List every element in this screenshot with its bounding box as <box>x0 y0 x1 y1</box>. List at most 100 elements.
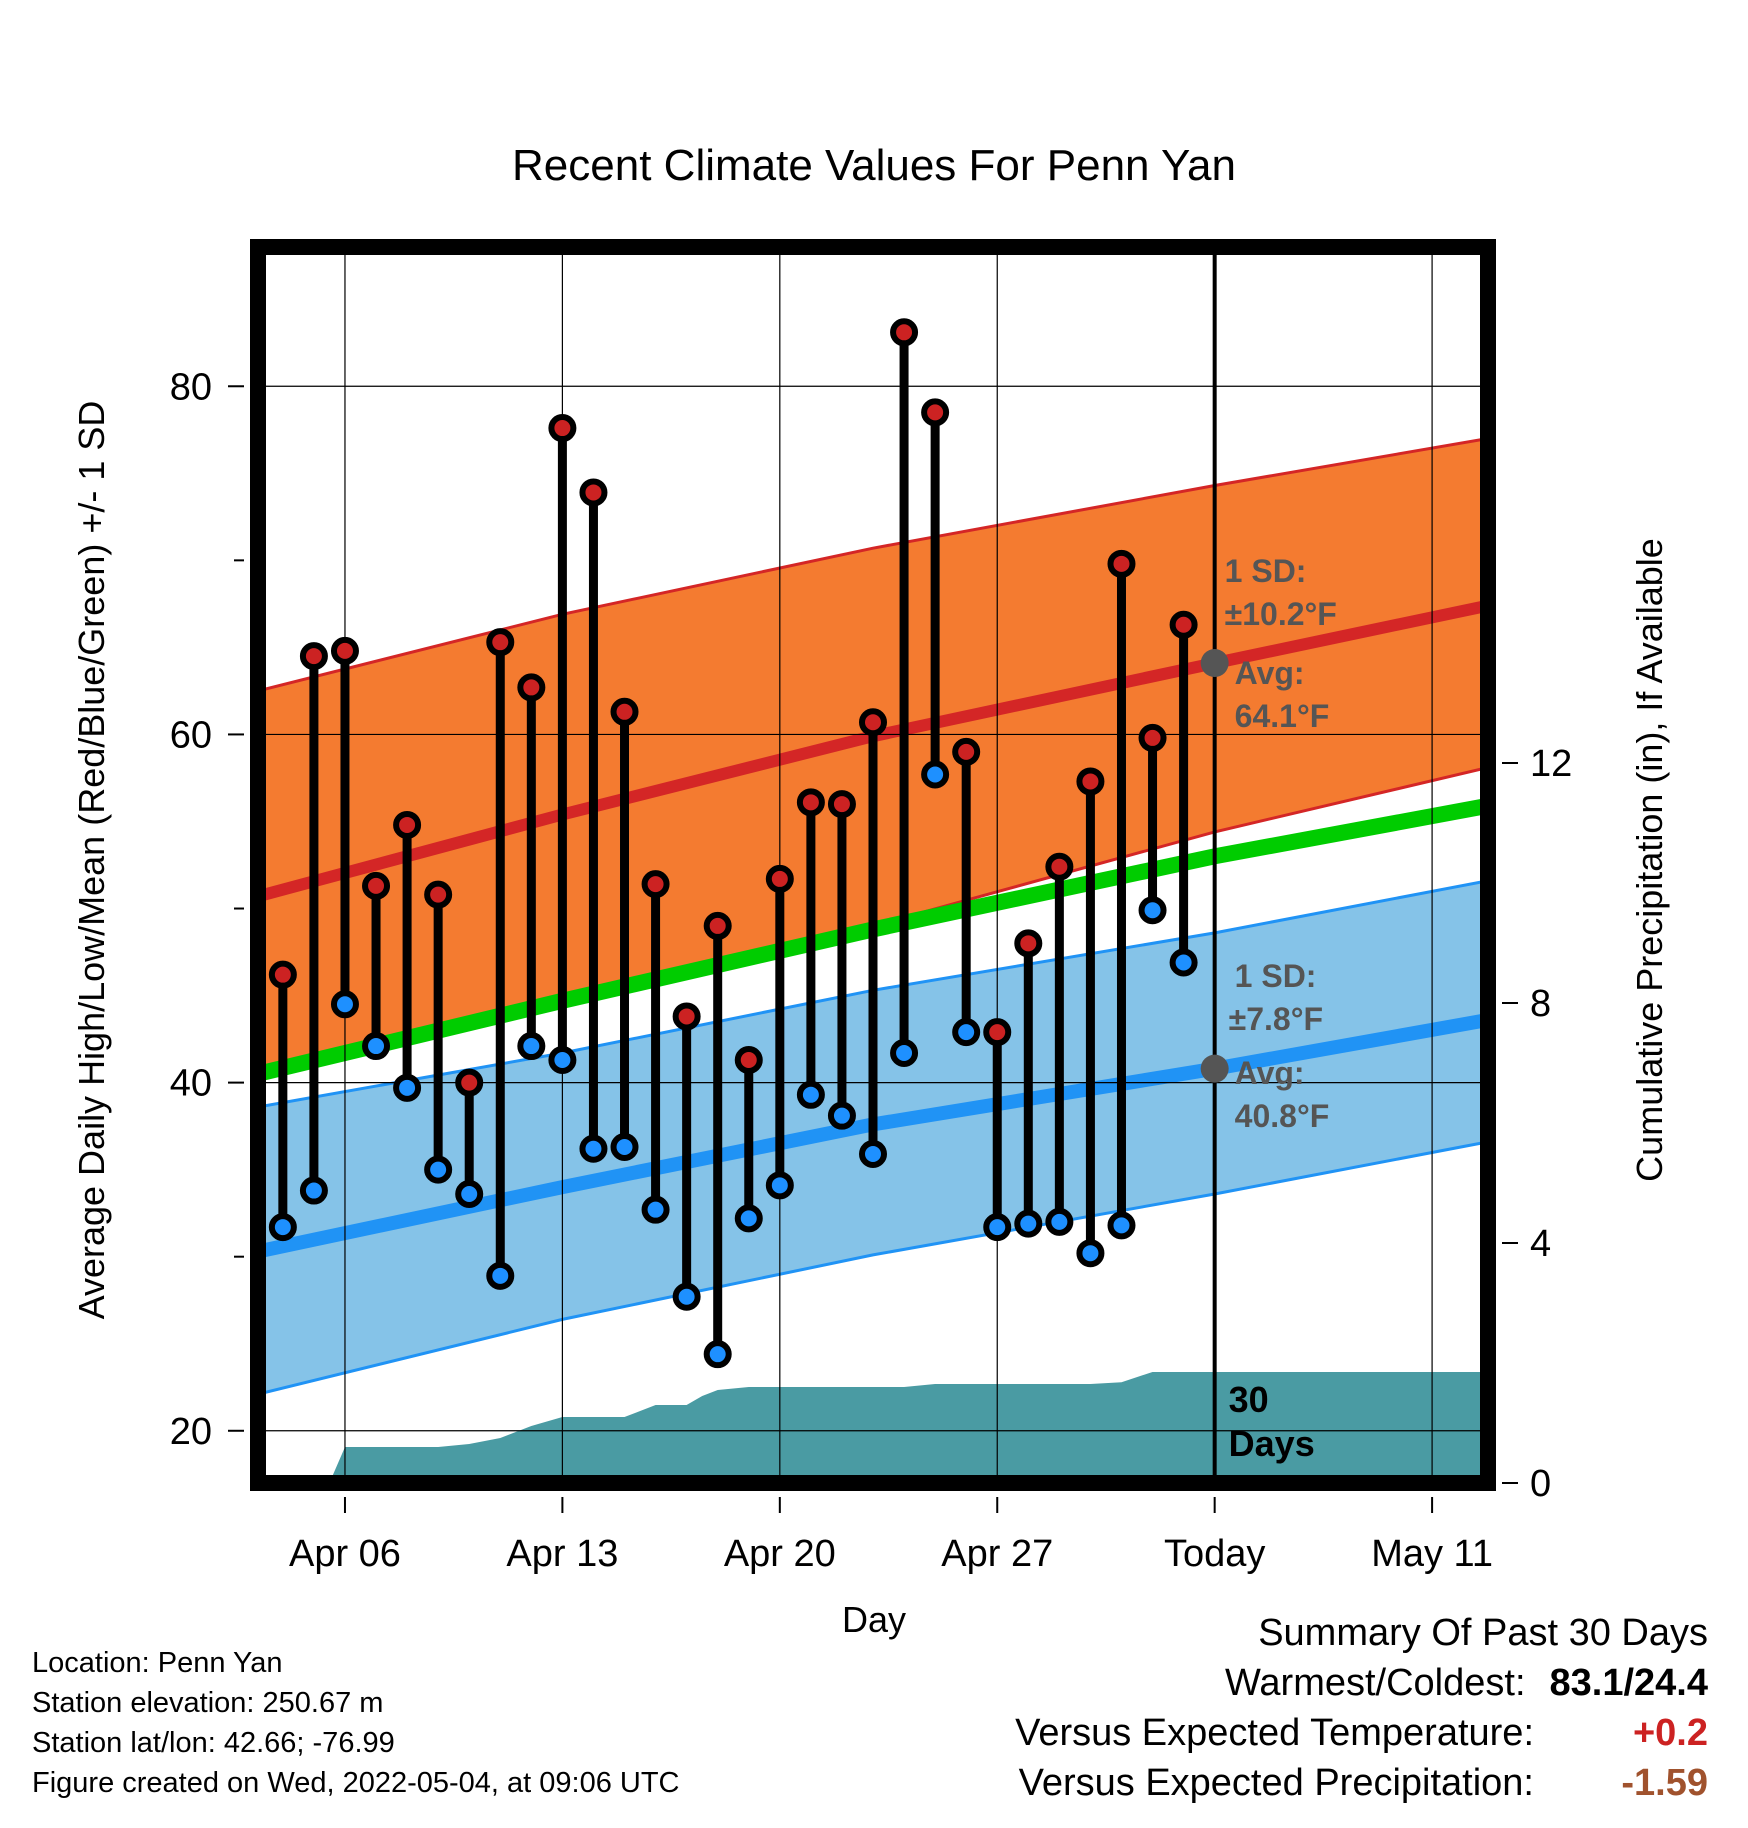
precip-value: -1.59 <box>1621 1762 1708 1804</box>
daily-high-point <box>1138 723 1167 752</box>
daily-low-point <box>890 1039 919 1068</box>
y-tick-label: 80 <box>170 366 212 408</box>
daily-low-point <box>393 1073 422 1102</box>
summary-precip-row: Versus Expected Precipitation: -1.59 <box>1015 1758 1708 1808</box>
daily-high-point <box>952 737 981 766</box>
daily-low-point <box>952 1018 981 1047</box>
daily-low-point <box>734 1204 763 1233</box>
daily-low-point <box>299 1176 328 1205</box>
daily-low-point <box>1076 1239 1105 1268</box>
daily-low-point <box>1169 948 1198 977</box>
x-tick-label: May 11 <box>1371 1533 1493 1575</box>
daily-high-point <box>983 1018 1012 1047</box>
temp-label: Versus Expected Temperature: <box>1015 1712 1534 1754</box>
daily-low-point <box>579 1134 608 1163</box>
daily-low-point <box>641 1195 670 1224</box>
y2-axis-title: Cumulative Precipitation (in), If Availa… <box>1629 538 1670 1182</box>
daily-high-point <box>672 1002 701 1031</box>
summary-warmest-row: Warmest/Coldest: 83.1/24.4 <box>1015 1658 1708 1708</box>
elevation-text: Station elevation: 250.67 m <box>32 1687 384 1719</box>
daily-low-point <box>983 1213 1012 1242</box>
daily-low-point <box>1138 896 1167 925</box>
latlon-text: Station lat/lon: 42.66; -76.99 <box>32 1727 395 1759</box>
low-sd-label: 1 SD: <box>1235 958 1317 994</box>
station-info: Location: Penn Yan Station elevation: 25… <box>32 1643 680 1803</box>
low-avg-label: Avg: <box>1235 1055 1305 1091</box>
daily-high-point <box>1014 929 1043 958</box>
y-tick-label: 20 <box>170 1411 212 1453</box>
daily-low-point <box>1014 1209 1043 1238</box>
daily-high-point <box>517 673 546 702</box>
daily-high-point <box>827 790 856 819</box>
daily-low-point <box>330 990 359 1019</box>
low-sd-value: ±7.8°F <box>1229 1001 1323 1037</box>
normal-high-upper-edge <box>258 437 1488 693</box>
days-label-number: 30 <box>1229 1379 1269 1420</box>
y2-tick-label: 12 <box>1530 743 1572 785</box>
daily-high-point <box>641 870 670 899</box>
daily-low-point <box>703 1340 732 1369</box>
daily-low-point <box>672 1282 701 1311</box>
created-text: Figure created on Wed, 2022-05-04, at 09… <box>32 1767 680 1799</box>
high-sd-value: ±10.2°F <box>1225 596 1337 632</box>
y-tick-label: 60 <box>170 714 212 756</box>
daily-low-point <box>1045 1207 1074 1236</box>
daily-low-point <box>827 1101 856 1130</box>
daily-high-point <box>1045 852 1074 881</box>
y2-tick-label: 0 <box>1530 1463 1551 1505</box>
summary-panel: Summary Of Past 30 Days Warmest/Coldest:… <box>1015 1608 1708 1808</box>
daily-low-point <box>796 1080 825 1109</box>
low-avg-marker <box>1200 1054 1229 1083</box>
x-tick-label: Apr 20 <box>724 1533 836 1575</box>
daily-high-point <box>268 960 297 989</box>
x-tick-label: Apr 13 <box>506 1533 618 1575</box>
low-avg-value: 40.8°F <box>1235 1098 1330 1134</box>
daily-high-point <box>859 708 887 737</box>
temp-value: +0.2 <box>1632 1712 1708 1754</box>
daily-high-point <box>1169 610 1198 639</box>
daily-low-point <box>610 1133 639 1162</box>
x-tick-label: Apr 06 <box>289 1533 401 1575</box>
daily-low-point <box>765 1171 794 1200</box>
daily-low-point <box>486 1261 515 1290</box>
daily-high-point <box>579 478 608 507</box>
y-axis-title: Average Daily High/Low/Mean (Red/Blue/Gr… <box>71 401 112 1320</box>
daily-low-point <box>859 1139 887 1168</box>
daily-high-point <box>734 1045 763 1074</box>
daily-high-point <box>1076 767 1105 796</box>
daily-high-point <box>610 697 639 726</box>
daily-high-point <box>486 628 515 657</box>
high-avg-label: Avg: <box>1235 655 1305 691</box>
high-avg-marker <box>1200 649 1229 678</box>
summary-title: Summary Of Past 30 Days <box>1258 1612 1708 1654</box>
daily-high-point <box>890 318 919 347</box>
location-text: Location: Penn Yan <box>32 1647 283 1679</box>
daily-low-point <box>517 1032 546 1061</box>
daily-low-point <box>921 760 950 789</box>
y2-tick-label: 8 <box>1530 983 1551 1025</box>
plot-area <box>258 247 1488 1483</box>
x-tick-label: Apr 27 <box>941 1533 1053 1575</box>
summary-temp-row: Versus Expected Temperature: +0.2 <box>1015 1708 1708 1758</box>
daily-high-point <box>424 880 453 909</box>
daily-high-point <box>393 810 422 839</box>
plot-frame <box>250 239 1496 1491</box>
daily-high-point <box>1107 549 1136 578</box>
high-sd-label: 1 SD: <box>1225 553 1307 589</box>
y2-tick-label: 4 <box>1530 1223 1551 1265</box>
days-label-text: Days <box>1229 1423 1315 1464</box>
daily-high-point <box>299 642 328 671</box>
daily-low-point <box>455 1180 484 1209</box>
x-tick-label: Today <box>1164 1533 1265 1575</box>
warmest-value: 83.1/24.4 <box>1549 1662 1708 1704</box>
warmest-label: Warmest/Coldest: <box>1224 1662 1526 1704</box>
precipitation-area <box>258 1372 1488 1483</box>
daily-low-point <box>1107 1211 1136 1240</box>
daily-high-point <box>703 911 732 940</box>
daily-high-point <box>455 1068 484 1097</box>
daily-low-point <box>548 1045 577 1074</box>
daily-high-point <box>548 414 577 443</box>
daily-high-point <box>921 398 950 427</box>
x-axis-title: Day <box>842 1599 906 1640</box>
